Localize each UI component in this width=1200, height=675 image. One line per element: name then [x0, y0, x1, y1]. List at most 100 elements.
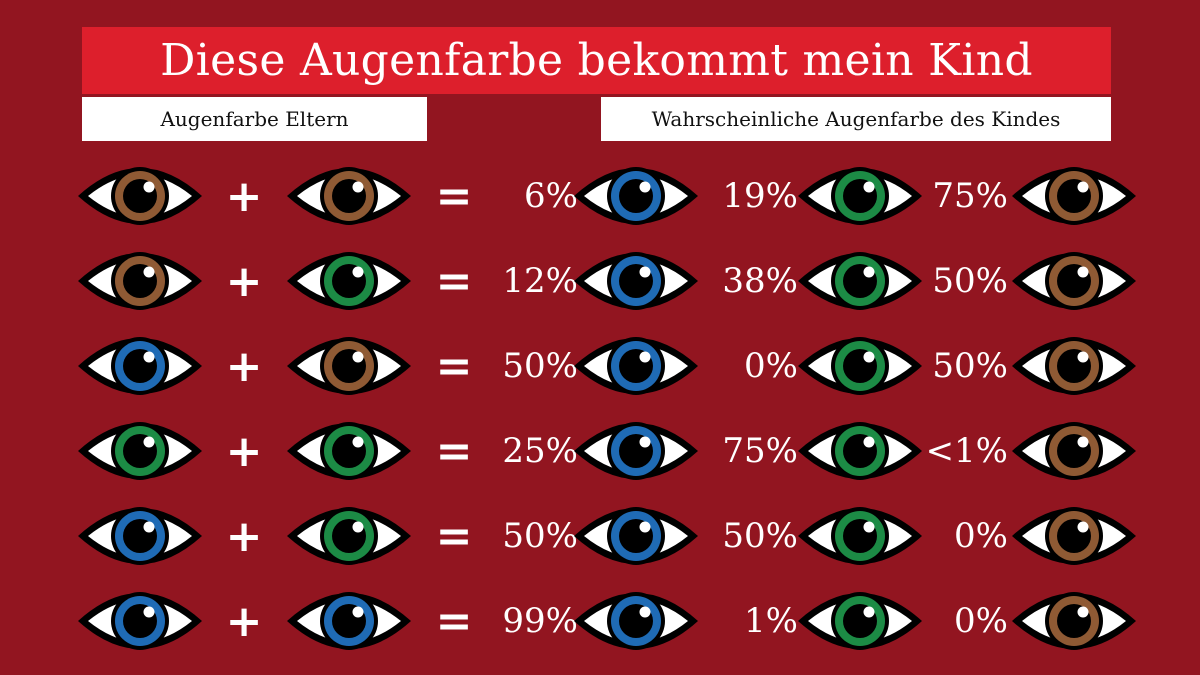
blue-probability: 6%	[524, 176, 578, 216]
parent-1-eye	[78, 167, 202, 225]
green-eye-icon	[796, 243, 924, 319]
blue-eye-icon	[572, 583, 700, 659]
blue-probability: 25%	[502, 431, 578, 471]
child-green-eye	[798, 507, 922, 565]
blue-eye-icon	[572, 413, 700, 489]
brown-probability: 0%	[954, 601, 1008, 641]
equals-sign: =	[435, 425, 473, 477]
combination-row: + = 12% 38% 50%	[0, 243, 1200, 323]
blue-eye-icon	[572, 158, 700, 234]
brown-probability: 50%	[932, 346, 1008, 386]
combination-row: + = 50% 50% 0%	[0, 498, 1200, 578]
brown-eye-icon	[1010, 498, 1138, 574]
equals-sign: =	[435, 595, 473, 647]
parent-1-eye	[78, 507, 202, 565]
parent-1-eye	[78, 337, 202, 395]
child-blue-eye	[574, 422, 698, 480]
plus-sign: +	[225, 340, 263, 392]
child-blue-eye	[574, 337, 698, 395]
brown-eye-icon	[285, 158, 413, 234]
combination-row: + = 99% 1% 0%	[0, 583, 1200, 663]
child-brown-eye	[1012, 422, 1136, 480]
equals-sign: =	[435, 340, 473, 392]
blue-eye-icon	[572, 243, 700, 319]
brown-probability: <1%	[925, 431, 1008, 471]
brown-eye-icon	[1010, 413, 1138, 489]
green-probability: 19%	[722, 176, 798, 216]
child-green-eye	[798, 337, 922, 395]
brown-eye-icon	[1010, 243, 1138, 319]
brown-probability: 50%	[932, 261, 1008, 301]
combination-row: + = 50% 0% 50%	[0, 328, 1200, 408]
blue-eye-icon	[572, 328, 700, 404]
green-eye-icon	[285, 413, 413, 489]
parent-2-eye	[287, 422, 411, 480]
brown-eye-icon	[76, 158, 204, 234]
blue-eye-icon	[76, 328, 204, 404]
parent-2-eye	[287, 337, 411, 395]
child-brown-eye	[1012, 337, 1136, 395]
child-green-eye	[798, 252, 922, 310]
child-brown-eye	[1012, 507, 1136, 565]
plus-sign: +	[225, 255, 263, 307]
page-title: Diese Augenfarbe bekommt mein Kind	[160, 35, 1033, 86]
blue-probability: 99%	[502, 601, 578, 641]
green-probability: 38%	[722, 261, 798, 301]
green-eye-icon	[76, 413, 204, 489]
blue-probability: 50%	[502, 346, 578, 386]
parent-2-eye	[287, 167, 411, 225]
blue-eye-icon	[285, 583, 413, 659]
green-probability: 75%	[722, 431, 798, 471]
child-blue-eye	[574, 167, 698, 225]
child-green-eye	[798, 592, 922, 650]
child-brown-eye	[1012, 592, 1136, 650]
brown-eye-icon	[1010, 583, 1138, 659]
green-eye-icon	[796, 158, 924, 234]
child-blue-eye	[574, 592, 698, 650]
green-probability: 0%	[744, 346, 798, 386]
brown-eye-icon	[1010, 158, 1138, 234]
parent-1-eye	[78, 592, 202, 650]
equals-sign: =	[435, 255, 473, 307]
parent-1-eye	[78, 422, 202, 480]
blue-probability: 50%	[502, 516, 578, 556]
brown-probability: 75%	[932, 176, 1008, 216]
plus-sign: +	[225, 425, 263, 477]
green-eye-icon	[796, 328, 924, 404]
plus-sign: +	[225, 510, 263, 562]
green-eye-icon	[285, 243, 413, 319]
child-green-eye	[798, 422, 922, 480]
child-green-eye	[798, 167, 922, 225]
brown-probability: 0%	[954, 516, 1008, 556]
brown-eye-icon	[285, 328, 413, 404]
green-probability: 50%	[722, 516, 798, 556]
blue-probability: 12%	[502, 261, 578, 301]
parent-1-eye	[78, 252, 202, 310]
plus-sign: +	[225, 595, 263, 647]
combination-row: + = 25% 75% <1%	[0, 413, 1200, 493]
child-label-box: Wahrscheinliche Augenfarbe des Kindes	[601, 97, 1111, 141]
blue-eye-icon	[76, 583, 204, 659]
blue-eye-icon	[572, 498, 700, 574]
parents-label: Augenfarbe Eltern	[160, 107, 349, 131]
child-brown-eye	[1012, 252, 1136, 310]
child-blue-eye	[574, 252, 698, 310]
plus-sign: +	[225, 170, 263, 222]
equals-sign: =	[435, 170, 473, 222]
child-brown-eye	[1012, 167, 1136, 225]
parents-label-box: Augenfarbe Eltern	[82, 97, 427, 141]
green-probability: 1%	[744, 601, 798, 641]
green-eye-icon	[285, 498, 413, 574]
blue-eye-icon	[76, 498, 204, 574]
parent-2-eye	[287, 592, 411, 650]
brown-eye-icon	[1010, 328, 1138, 404]
title-banner: Diese Augenfarbe bekommt mein Kind	[82, 27, 1111, 94]
brown-eye-icon	[76, 243, 204, 319]
green-eye-icon	[796, 583, 924, 659]
combination-row: + = 6% 19% 75%	[0, 158, 1200, 238]
green-eye-icon	[796, 498, 924, 574]
parent-2-eye	[287, 252, 411, 310]
parent-2-eye	[287, 507, 411, 565]
child-label: Wahrscheinliche Augenfarbe des Kindes	[651, 107, 1061, 131]
green-eye-icon	[796, 413, 924, 489]
